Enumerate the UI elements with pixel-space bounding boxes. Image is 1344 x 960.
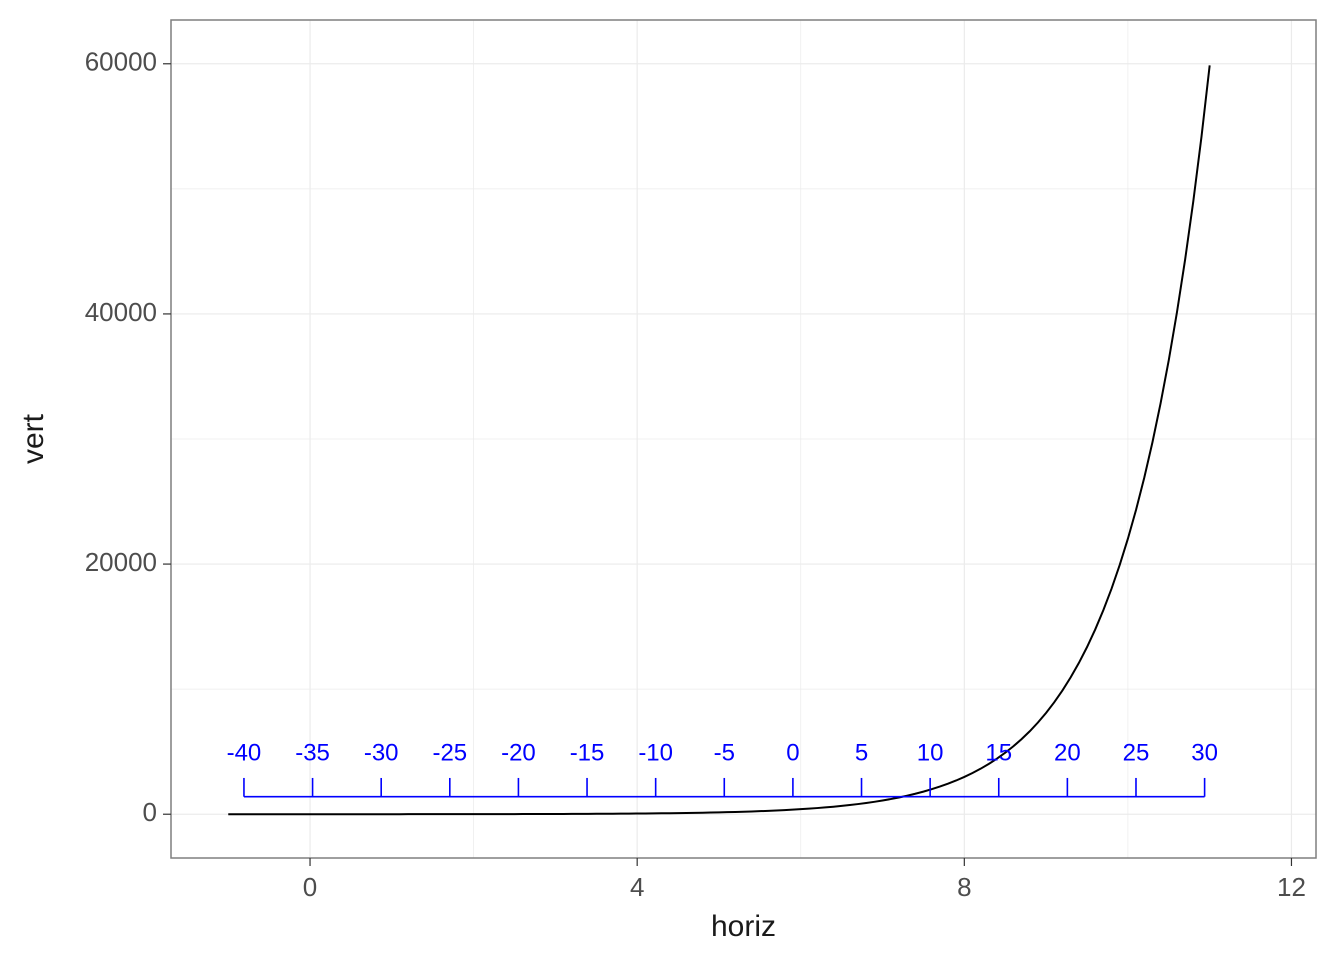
secondary-tick-label: 0 [786,740,799,767]
secondary-tick-label: 15 [985,740,1012,767]
x-tick-label: 0 [303,872,317,902]
secondary-tick-label: -10 [638,740,673,767]
exponential-chart: -40 -35 -30 -25 -20 -15 -10 -5 0 5 10 15 20 25 30 0 4 8 12… [0,0,1344,960]
secondary-tick-label: 30 [1191,740,1218,767]
secondary-tick-label: -15 [570,740,605,767]
secondary-tick-label: -40 [227,740,262,767]
secondary-tick-label: -35 [295,740,330,767]
y-tick-label: 20000 [85,547,157,577]
y-tick-label: 40000 [85,297,157,327]
secondary-tick-label: 25 [1123,740,1150,767]
x-tick-label: 12 [1277,872,1306,902]
secondary-axis-labels: -40 -35 -30 -25 -20 -15 -10 -5 0 5 10 15 20 25 30 [227,740,1218,767]
x-tick-label: 4 [630,872,644,902]
secondary-tick-label: -25 [432,740,467,767]
y-tick-label: 60000 [85,47,157,77]
secondary-tick-label: -20 [501,740,536,767]
secondary-tick-label: -5 [714,740,735,767]
secondary-tick-label: -30 [364,740,399,767]
secondary-tick-label: 5 [855,740,868,767]
y-tick-label: 0 [143,797,157,827]
x-tick-label: 8 [957,872,971,902]
secondary-tick-label: 20 [1054,740,1081,767]
chart-container: -40 -35 -30 -25 -20 -15 -10 -5 0 5 10 15 20 25 30 0 4 8 12… [0,0,1344,960]
y-axis-label: vert [17,413,50,464]
secondary-tick-label: 10 [917,740,944,767]
x-axis-label: horiz [711,910,776,943]
